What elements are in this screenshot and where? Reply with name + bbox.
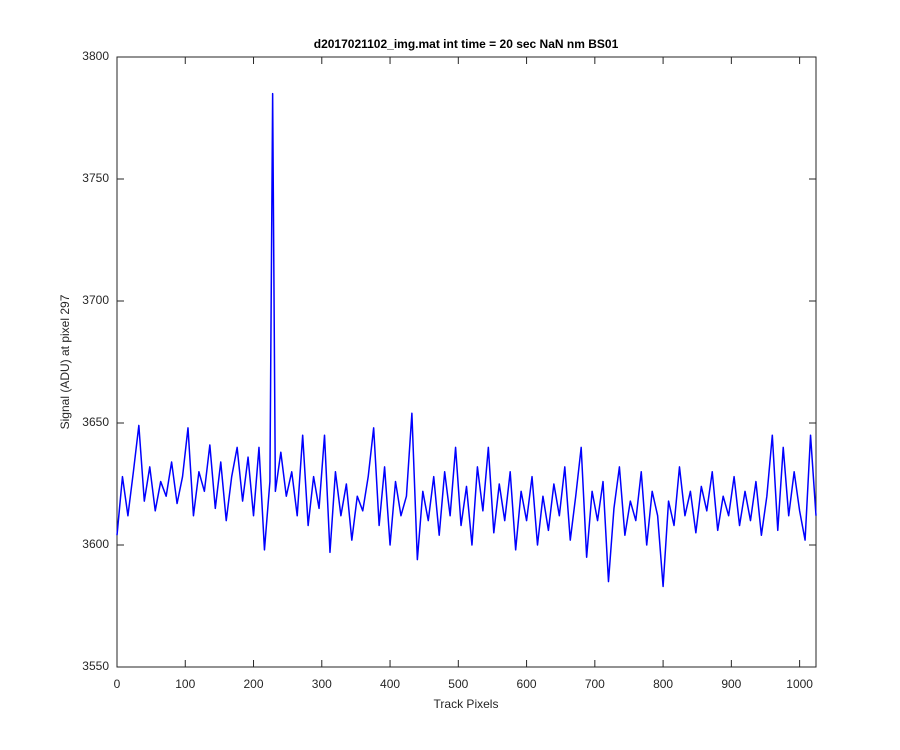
x-tick-label: 0 [114, 677, 121, 691]
x-tick-label: 400 [380, 677, 400, 691]
y-axis-label: Signal (ADU) at pixel 297 [58, 294, 72, 429]
x-tick-label: 600 [517, 677, 537, 691]
x-axis-label: Track Pixels [434, 697, 499, 711]
x-tick-label: 300 [312, 677, 332, 691]
y-tick-label: 3550 [82, 659, 109, 673]
x-tick-label: 900 [721, 677, 741, 691]
y-tick-label: 3600 [82, 537, 109, 551]
y-tick-label: 3700 [82, 293, 109, 307]
y-tick-label: 3750 [82, 171, 109, 185]
x-tick-label: 800 [653, 677, 673, 691]
y-tick-label: 3800 [82, 49, 109, 63]
data-line [116, 92, 817, 588]
y-tick-label: 3650 [82, 415, 109, 429]
x-tick-label: 1000 [786, 677, 813, 691]
x-tick-label: 700 [585, 677, 605, 691]
x-tick-label: 100 [175, 677, 195, 691]
plot-area [116, 56, 817, 668]
x-tick-label: 500 [448, 677, 468, 691]
chart-title: d2017021102_img.mat int time = 20 sec Na… [314, 37, 619, 51]
x-tick-label: 200 [244, 677, 264, 691]
